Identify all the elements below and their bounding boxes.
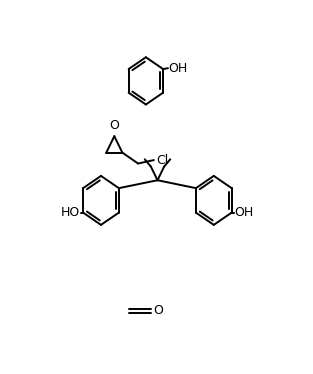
Text: O: O — [109, 119, 119, 132]
Text: O: O — [154, 304, 163, 318]
Text: HO: HO — [61, 206, 80, 219]
Text: OH: OH — [234, 206, 254, 219]
Text: OH: OH — [168, 62, 188, 75]
Text: Cl: Cl — [156, 154, 168, 166]
